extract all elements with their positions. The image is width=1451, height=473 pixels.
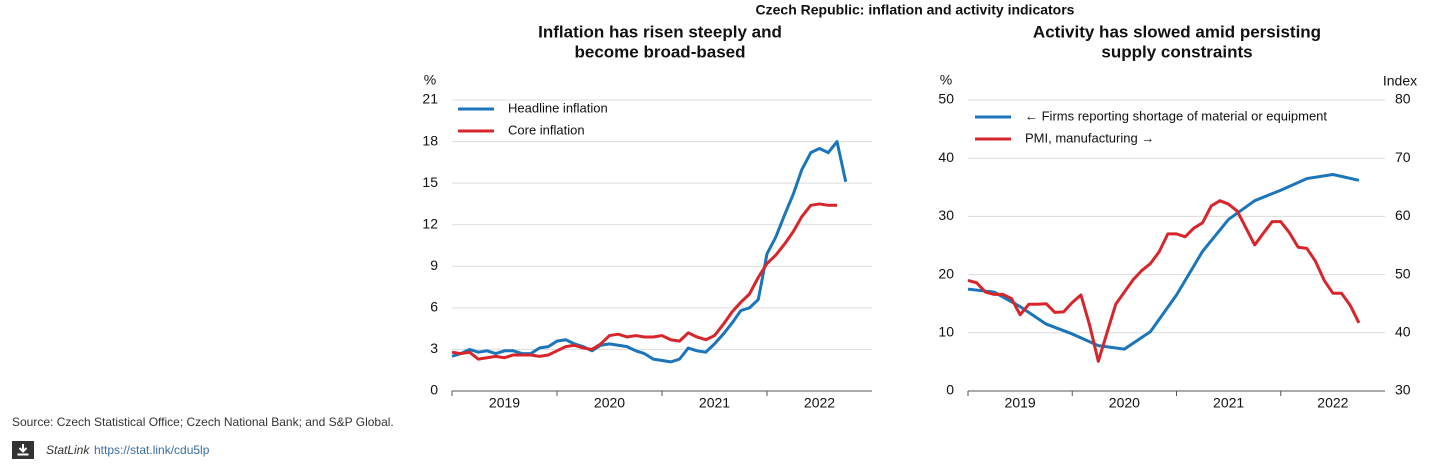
x-tick-label: 2022 <box>804 395 835 411</box>
figure-title: Czech Republic: inflation and activity i… <box>756 2 1075 18</box>
y-tick-label: 30 <box>938 207 954 223</box>
chart: Activity has slowed amid persistingsuppl… <box>938 22 1417 410</box>
y-tick-label: 10 <box>938 324 954 340</box>
y-tick-label: 15 <box>422 174 438 190</box>
y2-axis-label: Index <box>1383 73 1417 89</box>
y2-tick-label: 30 <box>1395 382 1411 398</box>
legend-label: PMI, manufacturing → <box>1025 130 1154 145</box>
legend-label: Core inflation <box>508 122 585 137</box>
y-tick-label: 0 <box>430 382 438 398</box>
series-line <box>451 202 838 361</box>
statlink-label: StatLink <box>46 443 90 457</box>
y-tick-label: 21 <box>422 91 438 107</box>
y-tick-label: 20 <box>938 265 954 281</box>
series-line <box>451 140 848 364</box>
chart-title: Activity has slowed amid persisting <box>1033 22 1321 41</box>
y-axis-label: % <box>424 72 436 88</box>
y-tick-label: 12 <box>422 215 438 231</box>
y-tick-label: 40 <box>938 149 954 165</box>
legend-label: ← Firms reporting shortage of material o… <box>1025 108 1327 123</box>
legend-label: Headline inflation <box>508 100 608 115</box>
chart-title: Inflation has risen steeply and <box>538 22 782 41</box>
x-tick-label: 2020 <box>1109 395 1140 411</box>
x-tick-label: 2021 <box>699 395 730 411</box>
y-tick-label: 0 <box>946 382 954 398</box>
y2-tick-label: 40 <box>1395 324 1411 340</box>
x-tick-label: 2022 <box>1317 395 1348 411</box>
y2-tick-label: 70 <box>1395 149 1411 165</box>
y-tick-label: 9 <box>430 257 438 273</box>
y-axis-label: % <box>940 72 952 88</box>
series-line <box>967 173 1360 351</box>
series-line <box>967 199 1361 363</box>
statlink-url[interactable]: https://stat.link/cdu5lp <box>94 443 210 457</box>
y-tick-label: 6 <box>430 299 438 315</box>
x-tick-label: 2021 <box>1213 395 1244 411</box>
y-tick-label: 18 <box>422 132 438 148</box>
x-tick-label: 2020 <box>594 395 625 411</box>
y2-tick-label: 80 <box>1395 91 1411 107</box>
y-tick-label: 3 <box>430 340 438 356</box>
x-tick-label: 2019 <box>489 395 520 411</box>
chart-title: supply constraints <box>1101 42 1252 61</box>
x-tick-label: 2019 <box>1005 395 1036 411</box>
y2-tick-label: 50 <box>1395 265 1411 281</box>
y2-tick-label: 60 <box>1395 207 1411 223</box>
source-note: Source: Czech Statistical Office; Czech … <box>12 415 394 429</box>
chart-title: become broad-based <box>575 42 746 61</box>
y-tick-label: 50 <box>938 91 954 107</box>
statlink-icon <box>12 441 34 459</box>
